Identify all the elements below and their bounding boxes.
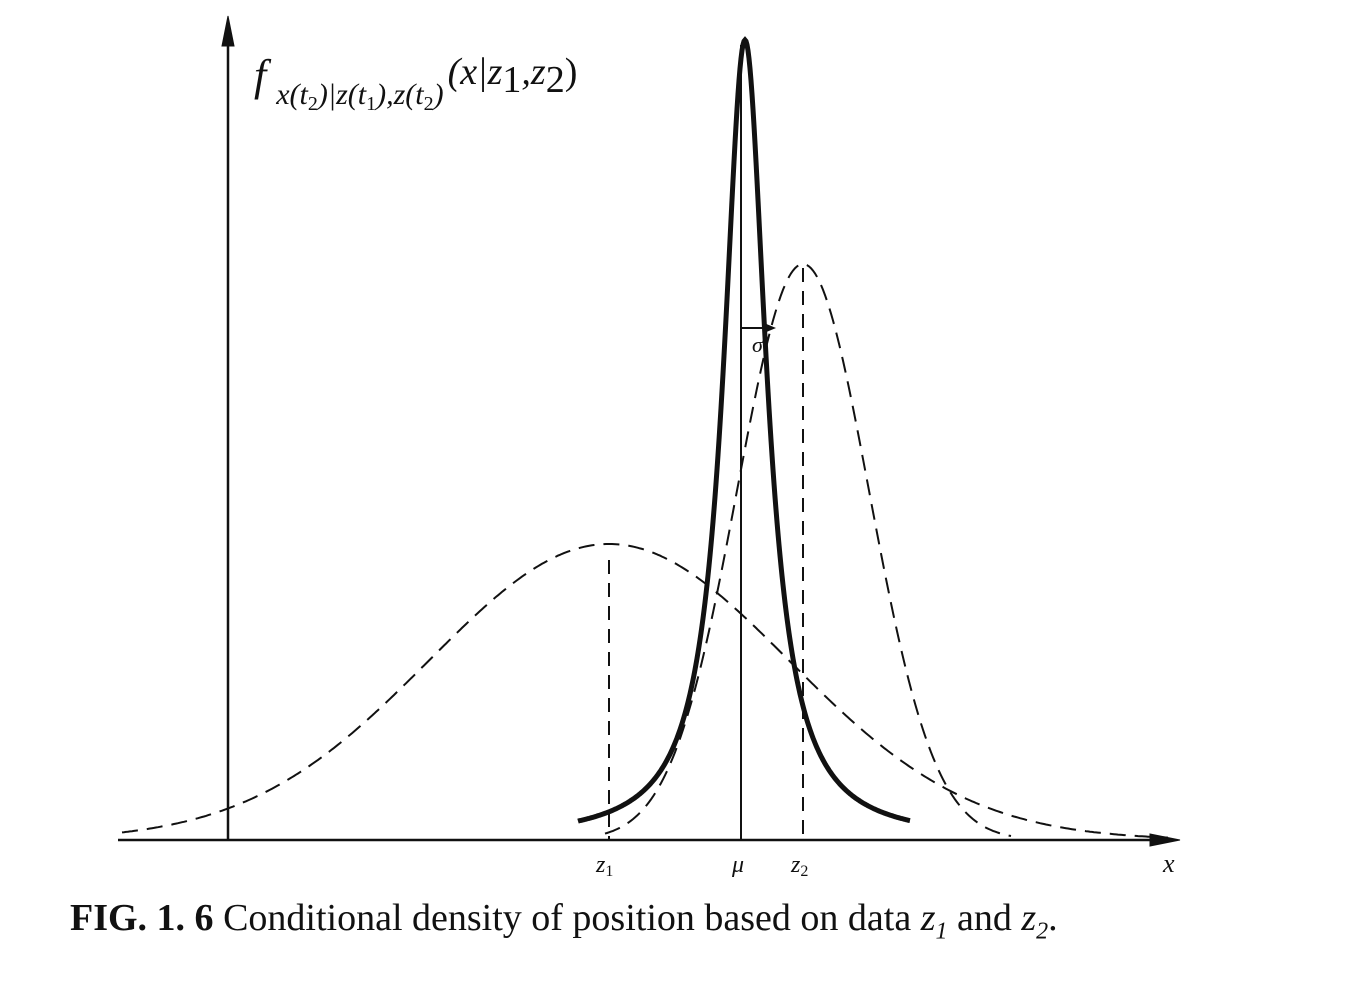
axes — [118, 15, 1181, 847]
y-axis-arrow-icon — [221, 15, 235, 47]
conditional-density-curve — [577, 36, 911, 824]
sigma-indicator: σ — [741, 323, 776, 357]
x-axis-label: x — [1162, 849, 1175, 878]
sigma-arrow-icon — [764, 323, 776, 333]
figure-caption: FIG. 1. 6 Conditional density of positio… — [70, 896, 1058, 946]
sigma-label: σ — [752, 332, 764, 357]
caption-z2: z2 — [1021, 897, 1049, 945]
caption-z1: z1 — [920, 897, 948, 945]
x-axis-arrow-icon — [1149, 833, 1181, 847]
z1-density-curve — [121, 543, 1169, 839]
caption-text: Conditional density of position based on… — [213, 897, 921, 939]
y-axis-label: f x(t2)|z(t1),z(t2) (x|z1,z2) — [254, 51, 577, 115]
caption-figure-number: FIG. 1. 6 — [70, 897, 214, 939]
marker-lines — [608, 45, 804, 840]
caption-end: . — [1048, 897, 1058, 939]
caption-and: and — [947, 897, 1022, 939]
z2-density-curve — [604, 262, 1012, 837]
tick-label-mu: μ — [731, 852, 744, 878]
tick-label-z2: z2 — [790, 852, 808, 880]
tick-label-z1: z1 — [595, 852, 613, 880]
